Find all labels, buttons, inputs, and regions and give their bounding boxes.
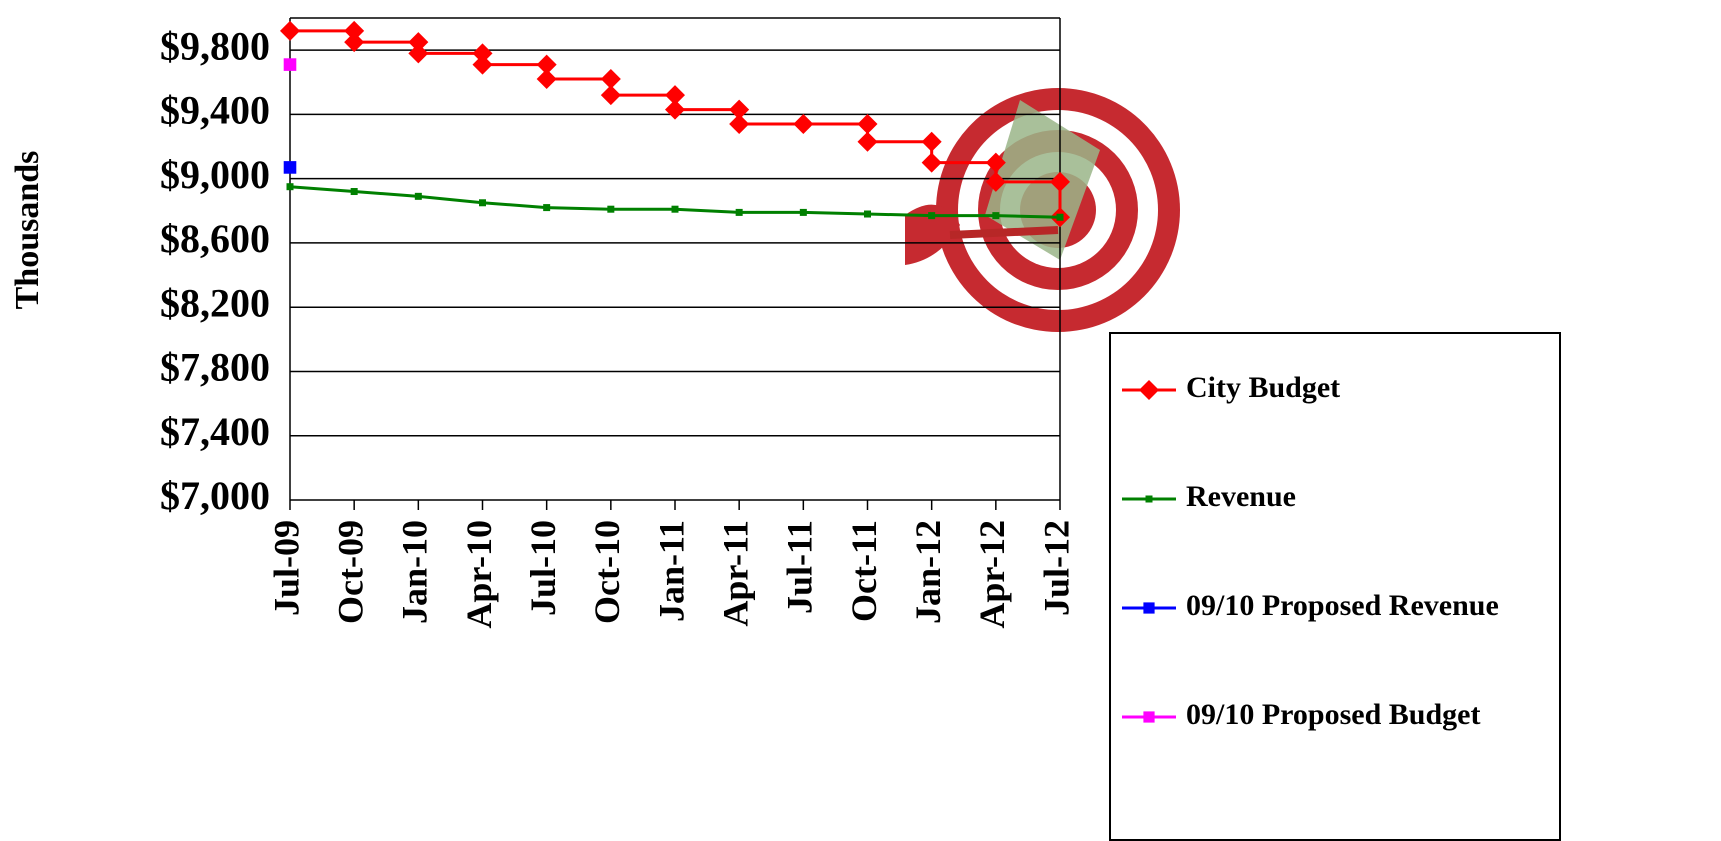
square-marker bbox=[928, 212, 936, 220]
y-tick-label: $7,800 bbox=[160, 345, 270, 390]
diamond-marker bbox=[536, 54, 557, 75]
square-marker bbox=[283, 161, 297, 174]
legend-label: City Budget bbox=[1186, 371, 1340, 404]
diamond-marker bbox=[1139, 380, 1159, 400]
square-marker bbox=[607, 205, 615, 213]
x-tick-label: Apr-12 bbox=[972, 520, 1012, 629]
y-tick-label: $8,200 bbox=[160, 280, 270, 325]
diamond-marker bbox=[729, 99, 750, 120]
diamond-marker bbox=[408, 43, 429, 64]
x-tick-label: Jan-10 bbox=[395, 520, 435, 624]
diamond-marker bbox=[600, 69, 621, 90]
y-tick-label: $9,800 bbox=[160, 23, 270, 68]
diamond-marker bbox=[985, 171, 1006, 192]
diamond-marker bbox=[665, 99, 685, 120]
diamond-marker bbox=[857, 131, 878, 152]
diamond-marker bbox=[344, 20, 365, 41]
square-marker bbox=[992, 212, 1000, 220]
x-tick-label: Oct-09 bbox=[330, 520, 370, 624]
diamond-marker bbox=[857, 114, 878, 135]
target-illustration bbox=[905, 88, 1180, 332]
diamond-marker bbox=[344, 32, 365, 53]
y-tick-label: $8,600 bbox=[160, 216, 270, 261]
x-tick-label: Oct-10 bbox=[587, 520, 627, 624]
x-tick-label: Jul-09 bbox=[266, 520, 306, 616]
y-tick-label: $7,400 bbox=[160, 409, 270, 454]
y-tick-label: $9,000 bbox=[160, 152, 270, 197]
square-marker bbox=[799, 208, 807, 216]
diamond-marker bbox=[472, 43, 493, 64]
x-tick-label: Jan-11 bbox=[651, 520, 691, 622]
diamond-marker bbox=[793, 114, 814, 135]
square-marker bbox=[864, 210, 871, 218]
diamond-marker bbox=[408, 32, 429, 53]
x-tick-label: Oct-11 bbox=[844, 520, 884, 622]
y-tick-label: $9,400 bbox=[160, 88, 270, 133]
diamond-marker bbox=[729, 114, 750, 135]
square-marker bbox=[286, 183, 294, 191]
square-marker bbox=[671, 205, 679, 213]
diamond-marker bbox=[536, 69, 557, 90]
legend-label: 09/10 Proposed Budget bbox=[1186, 698, 1480, 731]
legend-label: Revenue bbox=[1186, 480, 1296, 513]
x-tick-label: Apr-10 bbox=[459, 520, 499, 629]
diamond-marker bbox=[1050, 171, 1070, 192]
square-marker bbox=[735, 208, 743, 216]
square-marker bbox=[350, 188, 358, 196]
x-tick-label: Apr-11 bbox=[715, 520, 755, 627]
square-marker bbox=[543, 204, 551, 212]
diamond-marker bbox=[472, 54, 493, 75]
square-marker bbox=[1143, 602, 1155, 614]
x-tick-label: Jul-11 bbox=[780, 520, 820, 614]
diamond-marker bbox=[985, 152, 1006, 173]
square-marker bbox=[414, 192, 422, 200]
diamond-marker bbox=[600, 85, 621, 106]
square-marker bbox=[1143, 711, 1155, 723]
square-marker bbox=[283, 58, 297, 71]
legend-box bbox=[1109, 332, 1561, 841]
square-marker bbox=[1145, 495, 1153, 503]
y-tick-label: $7,000 bbox=[160, 473, 270, 518]
square-marker bbox=[479, 199, 486, 207]
square-marker bbox=[1056, 213, 1064, 221]
diamond-marker bbox=[665, 85, 685, 106]
y-axis-label: Thousands bbox=[9, 151, 46, 310]
legend-label: 09/10 Proposed Revenue bbox=[1186, 589, 1499, 622]
diamond-marker bbox=[921, 131, 942, 152]
diamond-marker bbox=[921, 152, 942, 173]
x-tick-label: Jul-10 bbox=[523, 520, 563, 616]
x-tick-label: Jan-12 bbox=[908, 520, 948, 624]
diamond-marker bbox=[280, 20, 300, 41]
x-tick-label: Jul-12 bbox=[1036, 520, 1076, 616]
